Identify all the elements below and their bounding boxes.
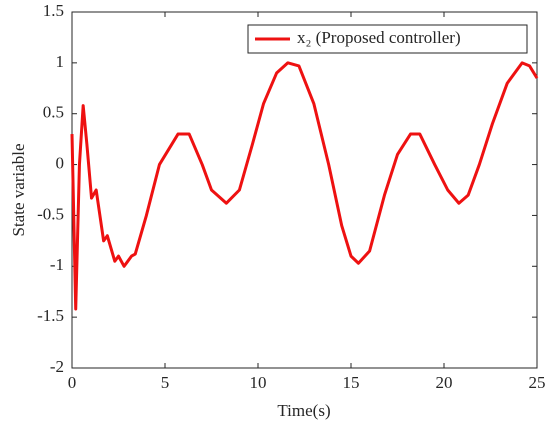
x-tick-label: 10 (250, 373, 267, 392)
y-tick-label: -1 (50, 255, 64, 274)
x-tick-label: 25 (529, 373, 546, 392)
y-tick-label: 0 (56, 153, 65, 172)
x-tick-label: 0 (68, 373, 77, 392)
y-axis-label: State variable (9, 144, 28, 237)
plot-frame (71, 11, 538, 369)
y-tick-label: -0.5 (37, 204, 64, 223)
x-tick-label: 20 (436, 373, 453, 392)
x-axis-label: Time(s) (277, 401, 330, 420)
y-tick-label: -1.5 (37, 306, 64, 325)
legend-label: x₂ (Proposed controller) (297, 28, 461, 47)
x-tick-label: 5 (161, 373, 170, 392)
x-tick-label: 15 (343, 373, 360, 392)
data-line (70, 61, 539, 311)
y-tick-label: 0.5 (43, 103, 64, 122)
y-tick-label: -2 (50, 357, 64, 376)
legend-box (247, 24, 528, 54)
y-tick-label: 1 (56, 52, 65, 71)
y-tick-label: 1.5 (43, 1, 64, 20)
